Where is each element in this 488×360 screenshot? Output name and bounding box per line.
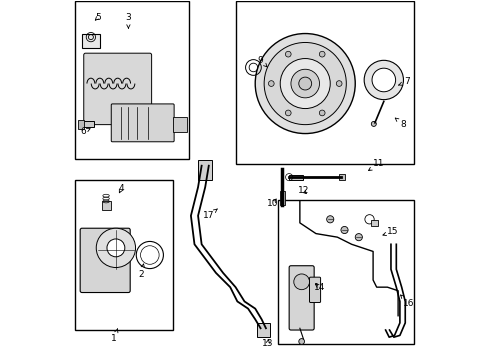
Circle shape — [336, 81, 341, 86]
FancyBboxPatch shape — [111, 104, 174, 142]
Bar — [279, 191, 284, 205]
Circle shape — [364, 60, 403, 100]
Text: 1: 1 — [111, 329, 118, 343]
Circle shape — [96, 228, 135, 267]
Text: 3: 3 — [125, 13, 131, 28]
Bar — [370, 220, 377, 226]
Text: 5: 5 — [95, 13, 101, 22]
Text: 12: 12 — [297, 186, 308, 195]
Text: 15: 15 — [382, 227, 398, 236]
Circle shape — [298, 339, 304, 344]
Circle shape — [107, 239, 124, 257]
Bar — [173, 117, 187, 132]
Circle shape — [354, 234, 362, 241]
Bar — [198, 160, 212, 180]
Bar — [278, 200, 413, 344]
Bar — [80, 121, 94, 127]
Bar — [235, 1, 413, 164]
Text: 9: 9 — [257, 56, 266, 67]
Bar — [339, 174, 344, 180]
Circle shape — [290, 69, 319, 98]
Text: 14: 14 — [313, 283, 325, 292]
Circle shape — [285, 51, 290, 57]
Circle shape — [298, 77, 311, 90]
Text: 8: 8 — [394, 118, 406, 129]
Bar — [257, 323, 269, 337]
Circle shape — [264, 42, 346, 125]
Bar — [75, 1, 189, 158]
Circle shape — [280, 59, 329, 109]
Circle shape — [340, 226, 347, 234]
Bar — [75, 180, 173, 330]
Text: 13: 13 — [262, 339, 273, 348]
Circle shape — [293, 274, 309, 290]
FancyBboxPatch shape — [80, 228, 130, 293]
Text: 11: 11 — [368, 159, 384, 171]
Circle shape — [285, 110, 290, 116]
Text: 17: 17 — [203, 209, 217, 220]
FancyBboxPatch shape — [288, 266, 313, 330]
Bar — [82, 33, 100, 48]
Text: 7: 7 — [398, 77, 409, 86]
Text: 4: 4 — [118, 184, 124, 193]
Circle shape — [371, 68, 395, 92]
Circle shape — [370, 121, 376, 126]
FancyBboxPatch shape — [83, 53, 151, 125]
Circle shape — [319, 51, 325, 57]
Circle shape — [326, 216, 333, 223]
Text: 6: 6 — [81, 127, 90, 136]
Text: 16: 16 — [400, 295, 414, 308]
Circle shape — [268, 81, 274, 86]
FancyBboxPatch shape — [309, 277, 320, 302]
Bar — [288, 175, 303, 180]
Bar — [78, 120, 83, 129]
Circle shape — [255, 33, 354, 134]
Text: 10: 10 — [267, 199, 278, 208]
Text: 2: 2 — [138, 264, 144, 279]
Circle shape — [319, 110, 325, 116]
Bar — [102, 202, 110, 210]
